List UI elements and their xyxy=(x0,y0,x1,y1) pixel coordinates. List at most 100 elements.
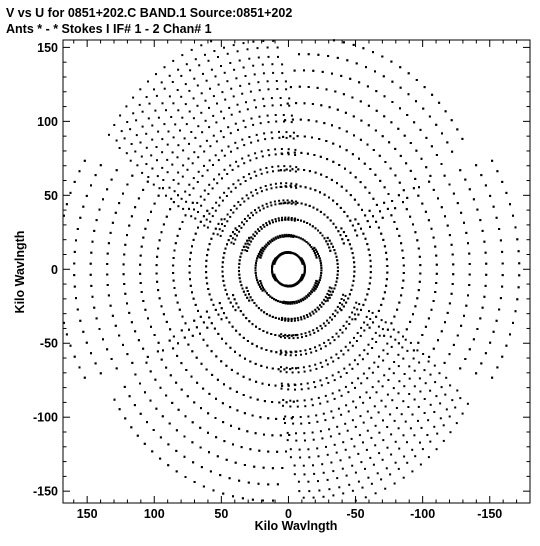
uv-point xyxy=(267,149,270,152)
uv-point xyxy=(399,107,401,110)
uv-point xyxy=(327,321,330,324)
uv-point xyxy=(268,220,271,223)
uv-point xyxy=(351,381,354,384)
uv-point xyxy=(241,197,244,200)
uv-point xyxy=(375,341,378,343)
uv-point xyxy=(126,183,129,186)
uv-point xyxy=(430,308,433,311)
uv-point xyxy=(402,257,405,259)
uv-point xyxy=(154,378,157,381)
uv-point xyxy=(437,197,439,200)
uv-point xyxy=(186,168,189,171)
uv-point xyxy=(291,416,294,418)
uv-point xyxy=(418,377,421,380)
uv-point xyxy=(344,385,347,388)
uv-point xyxy=(246,242,249,245)
uv-point xyxy=(484,251,487,254)
uv-point xyxy=(444,110,447,113)
uv-point xyxy=(234,141,237,144)
uv-point xyxy=(93,306,96,309)
uv-point xyxy=(165,109,167,112)
uv-point xyxy=(301,274,304,277)
uv-point xyxy=(342,305,345,308)
uv-point xyxy=(302,275,305,277)
uv-point xyxy=(218,204,221,207)
uv-point xyxy=(212,114,215,117)
uv-point xyxy=(205,368,208,371)
uv-point xyxy=(398,301,401,304)
uv-point xyxy=(278,401,281,404)
uv-point xyxy=(137,339,140,342)
uv-point xyxy=(345,372,348,374)
uv-point xyxy=(108,133,110,136)
uv-point xyxy=(309,187,312,190)
uv-point xyxy=(113,124,116,126)
uv-point xyxy=(157,341,160,344)
uv-point xyxy=(188,89,191,92)
uv-point xyxy=(434,245,437,248)
uv-point xyxy=(378,431,381,434)
uv-point xyxy=(398,234,401,237)
uv-point xyxy=(255,262,257,265)
uv-point xyxy=(134,150,137,153)
uv-point xyxy=(156,175,159,178)
uv-point xyxy=(95,317,98,320)
uv-point xyxy=(302,464,305,467)
uv-point xyxy=(366,429,369,432)
uv-point xyxy=(193,77,196,80)
uv-point xyxy=(229,235,232,237)
uv-point xyxy=(284,284,287,287)
uv-point xyxy=(271,268,273,271)
uv-point xyxy=(267,483,270,486)
uv-point xyxy=(300,151,303,154)
uv-point xyxy=(468,284,471,286)
uv-point xyxy=(309,369,312,372)
uv-point xyxy=(348,483,351,486)
uv-point xyxy=(199,220,202,223)
uv-point xyxy=(353,134,355,137)
uv-point xyxy=(255,133,258,136)
uv-point xyxy=(313,472,316,475)
uv-point xyxy=(290,301,293,304)
uv-point xyxy=(226,220,229,223)
uv-point xyxy=(301,261,304,264)
uv-point xyxy=(391,200,394,202)
uv-point xyxy=(308,292,311,294)
uv-point xyxy=(379,179,382,182)
uv-point xyxy=(355,340,358,342)
uv-point xyxy=(380,478,383,481)
uv-point xyxy=(429,373,432,376)
uv-point xyxy=(383,334,386,337)
uv-point xyxy=(226,173,229,175)
uv-point xyxy=(292,301,295,303)
uv-point xyxy=(233,68,236,71)
uv-point xyxy=(199,446,202,449)
uv-point xyxy=(320,264,323,267)
uv-point xyxy=(152,183,155,186)
uv-point xyxy=(367,343,370,346)
uv-point xyxy=(184,322,187,325)
uv-point xyxy=(172,59,175,62)
uv-point xyxy=(243,218,246,220)
uv-point xyxy=(452,273,455,276)
uv-point xyxy=(197,170,200,173)
uv-point xyxy=(187,343,190,346)
uv-point xyxy=(321,463,324,466)
uv-point xyxy=(289,184,292,187)
uv-point xyxy=(246,340,249,342)
uv-point xyxy=(401,249,404,252)
uv-point xyxy=(119,114,122,117)
uv-point xyxy=(386,265,389,267)
uv-point xyxy=(467,242,469,245)
uv-point xyxy=(221,177,223,180)
uv-point xyxy=(404,420,407,423)
uv-point xyxy=(191,245,193,248)
uv-point xyxy=(475,372,478,375)
uv-point xyxy=(312,250,315,252)
uv-point xyxy=(348,316,351,319)
uv-point xyxy=(261,382,264,385)
uv-point xyxy=(267,417,270,420)
uv-point xyxy=(269,295,272,298)
uv-point xyxy=(259,168,262,171)
uv-point xyxy=(403,373,406,375)
